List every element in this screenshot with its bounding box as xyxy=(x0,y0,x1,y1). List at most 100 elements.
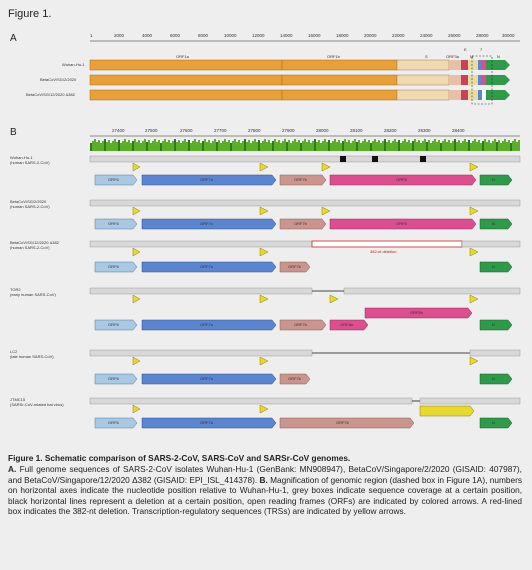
axis-tick-label: 22000 xyxy=(392,33,405,38)
orf7a-arrow xyxy=(141,417,277,429)
coverage-bar xyxy=(388,140,390,151)
coverage-bar xyxy=(380,143,382,151)
orf-label: N xyxy=(492,177,495,182)
coverage-bar xyxy=(238,140,240,151)
trs-arrow xyxy=(469,294,479,304)
coverage-bar xyxy=(450,143,452,151)
coverage-bar xyxy=(140,143,142,151)
caption-title: Figure 1. Schematic comparison of SARS-2… xyxy=(8,453,351,463)
coverage-bar xyxy=(356,142,358,151)
genome-track xyxy=(89,199,521,207)
orf6-arrow xyxy=(94,218,138,230)
coverage-bar xyxy=(430,143,432,151)
coverage-bar xyxy=(108,140,110,151)
coverage-bar xyxy=(232,141,234,151)
coverage-bar xyxy=(472,141,474,151)
coverage-bar xyxy=(278,140,280,151)
coverage-bar xyxy=(338,140,340,151)
coverage-bar xyxy=(432,141,434,151)
coverage-bar xyxy=(288,140,290,151)
coverage-bar xyxy=(282,141,284,151)
trs-arrow xyxy=(321,162,331,172)
coverage-bar xyxy=(466,142,468,151)
coverage-bar xyxy=(182,141,184,151)
coverage-bar xyxy=(264,139,266,151)
figure-caption: Figure 1. Schematic comparison of SARS-2… xyxy=(8,453,522,516)
n-label: N xyxy=(497,54,500,59)
genome-label-row5: LC2 (late human SARS-CoV) xyxy=(10,349,54,359)
n-arrow xyxy=(479,261,513,273)
coverage-bar xyxy=(400,143,402,151)
coverage-bar xyxy=(498,140,500,151)
coverage-bar xyxy=(452,141,454,151)
axis-tick-label: 20000 xyxy=(364,33,377,38)
coverage-bar xyxy=(270,143,272,151)
coverage-bar xyxy=(212,141,214,151)
coverage-bar xyxy=(90,143,92,151)
coverage-bar xyxy=(502,141,504,151)
genome-name: LC2 xyxy=(10,349,18,354)
orf-label: ORF6 xyxy=(108,221,119,226)
genome-label-row3: BetaCoV/SG/12/2020 Δ382 (human SARS-2-Co… xyxy=(10,240,59,250)
genome-sub: (early human SARS-CoV) xyxy=(10,292,56,297)
trs-arrow xyxy=(259,247,269,257)
coverage-bar xyxy=(186,142,188,151)
coverage-bar xyxy=(336,142,338,151)
coverage-bar xyxy=(446,142,448,151)
m-bar xyxy=(468,90,478,100)
coverage-bar xyxy=(422,141,424,151)
coverage-bar xyxy=(146,142,148,151)
panel-a-axis-labels: 1 2000 4000 6000 8000 10000 12000 14000 … xyxy=(90,33,522,41)
genome-sub: (human SARS-2-CoV) xyxy=(10,245,50,250)
coverage-bar xyxy=(166,142,168,151)
deletion-mark xyxy=(340,156,346,162)
coverage-bar xyxy=(152,141,154,151)
axis-tick-label: 27400 xyxy=(112,128,125,133)
coverage-bar xyxy=(374,139,376,151)
coverage-bar xyxy=(442,141,444,151)
genome-label: BetaCoV/SG/2/2020 xyxy=(40,77,77,82)
deletion-box xyxy=(311,240,463,248)
coverage-bar xyxy=(220,143,222,151)
coverage-bar xyxy=(106,142,108,151)
coverage-bar xyxy=(332,141,334,151)
coverage-bar xyxy=(254,139,256,151)
orf7a-arrow xyxy=(141,218,277,230)
orf-label: ORF8 xyxy=(396,177,407,182)
n-arrow xyxy=(479,218,513,230)
dashed-zoom-box xyxy=(471,55,493,105)
coverage-bar xyxy=(208,140,210,151)
coverage-bar xyxy=(222,141,224,151)
coverage-bar xyxy=(414,139,416,151)
coverage-bar xyxy=(464,139,466,151)
coverage-bar xyxy=(364,139,366,151)
orf8-arrow xyxy=(329,218,477,230)
orf-label: ORF8a xyxy=(340,322,353,327)
m-bar xyxy=(468,60,478,70)
coverage-bar xyxy=(162,141,164,151)
orf-label: ORF6 xyxy=(108,177,119,182)
coverage-bar xyxy=(126,142,128,151)
coverage-bar xyxy=(342,141,344,151)
coverage-track xyxy=(90,139,520,151)
coverage-bar xyxy=(296,142,298,151)
coverage-bar xyxy=(134,139,136,151)
axis-tick-label: 28000 xyxy=(316,128,329,133)
coverage-bar xyxy=(158,140,160,151)
coverage-bar xyxy=(420,143,422,151)
coverage-bar xyxy=(272,141,274,151)
coverage-bar xyxy=(458,140,460,151)
coverage-bar xyxy=(482,141,484,151)
deletion-mark xyxy=(372,156,378,162)
trs-arrow xyxy=(259,294,269,304)
coverage-bar xyxy=(94,139,96,151)
trs-arrow xyxy=(259,206,269,216)
n-arrow xyxy=(479,373,513,385)
orf1a-label: ORF1a xyxy=(176,54,189,59)
coverage-bar xyxy=(372,141,374,151)
orf6-arrow xyxy=(94,373,138,385)
coverage-bar xyxy=(510,143,512,151)
axis-tick-label: 14000 xyxy=(280,33,293,38)
orf-label: N xyxy=(492,264,495,269)
coverage-bar xyxy=(116,142,118,151)
